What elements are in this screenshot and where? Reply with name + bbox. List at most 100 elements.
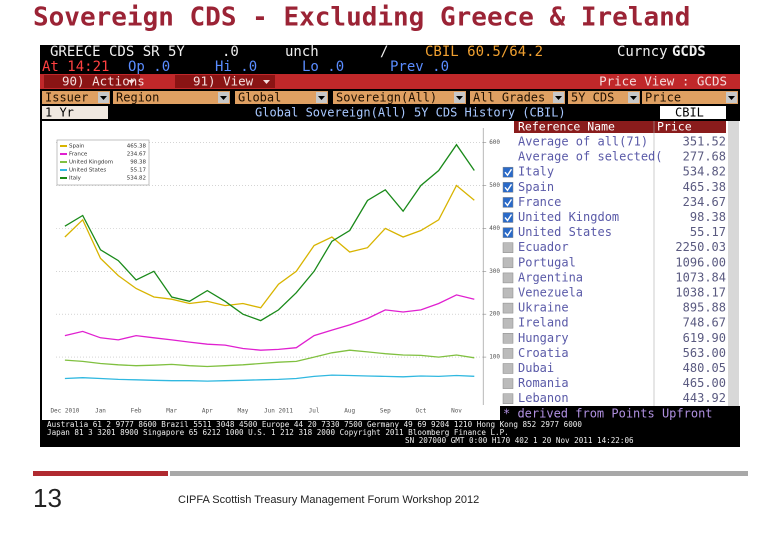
row-name[interactable]: Spain bbox=[518, 180, 554, 194]
filter-field[interactable] bbox=[568, 91, 640, 104]
header-field: / bbox=[380, 44, 388, 60]
row-checkbox[interactable] bbox=[502, 257, 514, 269]
row-name[interactable]: Portugal bbox=[518, 255, 576, 269]
x-tick-label: Jul bbox=[309, 408, 320, 415]
filter-label[interactable]: Issuer bbox=[45, 91, 88, 105]
row-name[interactable]: Lebanon bbox=[518, 391, 569, 405]
row-name[interactable]: Average of selected( bbox=[518, 150, 663, 164]
filter-field[interactable] bbox=[333, 91, 466, 104]
row-checkbox[interactable] bbox=[502, 363, 514, 374]
x-tick-label: Sep bbox=[380, 408, 391, 415]
row-checkbox[interactable] bbox=[502, 166, 514, 178]
view-label: Price View : GCDS bbox=[599, 74, 727, 89]
row-name[interactable]: Ukraine bbox=[518, 301, 569, 315]
source-label[interactable]: CBIL bbox=[675, 106, 704, 120]
row-name[interactable]: Croatia bbox=[518, 346, 569, 360]
x-tick-label: Oct bbox=[415, 408, 426, 415]
row-name[interactable]: Ecuador bbox=[518, 240, 569, 254]
menu-label[interactable]: 91) View bbox=[193, 74, 254, 89]
series-line bbox=[64, 349, 475, 368]
filter-field[interactable] bbox=[113, 91, 230, 104]
dropdown-arrow bbox=[555, 96, 562, 100]
quote-field: Prev .0 bbox=[390, 59, 449, 75]
row-name[interactable]: Italy bbox=[518, 165, 554, 179]
row-name[interactable]: Argentina bbox=[518, 270, 583, 284]
row-checkbox[interactable] bbox=[502, 302, 514, 314]
filter-field[interactable] bbox=[235, 91, 328, 104]
scrollbar[interactable] bbox=[728, 121, 739, 406]
filter-label[interactable]: Global bbox=[238, 91, 281, 105]
legend-box bbox=[56, 139, 150, 186]
header-field: .0 bbox=[222, 44, 239, 60]
list-header-bg bbox=[514, 121, 726, 133]
filter-label[interactable]: Region bbox=[116, 91, 159, 105]
dropdown-arrow bbox=[318, 96, 325, 100]
filter-label[interactable]: All Grades bbox=[473, 91, 545, 105]
y-tick-label: 200 bbox=[489, 311, 500, 318]
list-header: Price bbox=[657, 120, 692, 134]
row-price: 748.67 bbox=[683, 316, 726, 330]
filter-label[interactable]: Sovereign(All) bbox=[336, 91, 437, 105]
row-checkbox[interactable] bbox=[502, 393, 514, 404]
filter-field[interactable] bbox=[642, 91, 738, 104]
row-name[interactable]: United States bbox=[518, 225, 612, 239]
row-price: 351.52 bbox=[683, 135, 726, 149]
row-checkbox[interactable] bbox=[502, 317, 514, 329]
filter-field[interactable] bbox=[42, 91, 110, 104]
row-name[interactable]: Dubai bbox=[518, 361, 554, 375]
dropdown-arrow bbox=[456, 96, 463, 100]
menu-button[interactable] bbox=[44, 75, 140, 88]
row-name[interactable]: France bbox=[518, 195, 561, 209]
filter-field[interactable] bbox=[470, 91, 565, 104]
row-price: 480.05 bbox=[683, 361, 726, 375]
row-price: 1096.00 bbox=[675, 255, 726, 269]
series-line bbox=[64, 184, 475, 309]
row-price: 443.92 bbox=[683, 391, 726, 405]
row-price: 465.00 bbox=[683, 376, 726, 390]
x-tick-label: Aug bbox=[344, 408, 355, 415]
row-name[interactable]: Romania bbox=[518, 376, 569, 390]
y-tick-label: 100 bbox=[489, 354, 500, 361]
row-price: 234.67 bbox=[683, 195, 726, 209]
row-checkbox[interactable] bbox=[502, 333, 514, 344]
row-price: 895.88 bbox=[683, 301, 726, 315]
rule-bar bbox=[170, 471, 748, 476]
header-field: GREECE CDS SR 5Y bbox=[50, 44, 185, 60]
source-field[interactable] bbox=[660, 106, 726, 119]
row-name[interactable]: United Kingdom bbox=[518, 210, 619, 224]
menu-button[interactable] bbox=[175, 75, 275, 88]
contact-line: SN 207000 GMT 0:00 H170 402 1 20 Nov 201… bbox=[405, 436, 634, 445]
row-checkbox[interactable] bbox=[502, 212, 514, 223]
row-price: 534.82 bbox=[683, 165, 726, 179]
row-checkbox[interactable] bbox=[502, 287, 514, 299]
legend-value: 98.38 bbox=[130, 160, 146, 166]
x-tick-label: Jun 2011 bbox=[264, 408, 293, 415]
row-checkbox[interactable] bbox=[502, 272, 514, 284]
checkmark bbox=[504, 168, 513, 177]
header-field: Curncy bbox=[617, 44, 668, 60]
series-line bbox=[64, 294, 475, 351]
period-label[interactable]: 1 Yr bbox=[45, 106, 74, 120]
row-name[interactable]: Ireland bbox=[518, 316, 569, 330]
quote-field: Lo .0 bbox=[302, 59, 344, 75]
row-name[interactable]: Venezuela bbox=[518, 286, 583, 300]
x-tick-label: Mar bbox=[166, 408, 177, 415]
row-checkbox[interactable] bbox=[502, 348, 514, 359]
menu-label[interactable]: 90) Actions bbox=[62, 74, 145, 89]
filter-label[interactable]: 5Y CDS bbox=[571, 91, 614, 105]
row-checkbox[interactable] bbox=[502, 197, 514, 208]
filter-label[interactable]: Price bbox=[645, 91, 681, 105]
row-name[interactable]: Hungary bbox=[518, 331, 569, 345]
period-field[interactable] bbox=[42, 106, 108, 119]
row-checkbox[interactable] bbox=[502, 242, 514, 253]
x-tick-label: Nov bbox=[451, 408, 462, 415]
row-checkbox[interactable] bbox=[502, 378, 514, 389]
row-price: 563.00 bbox=[683, 346, 726, 360]
row-price: 465.38 bbox=[683, 180, 726, 194]
note: * derived from Points Upfront bbox=[503, 407, 713, 421]
row-checkbox[interactable] bbox=[502, 182, 514, 193]
checkmark bbox=[504, 229, 513, 237]
row-checkbox[interactable] bbox=[502, 227, 514, 238]
row-name[interactable]: Average of all(71) bbox=[518, 135, 648, 149]
series-line bbox=[64, 143, 475, 322]
